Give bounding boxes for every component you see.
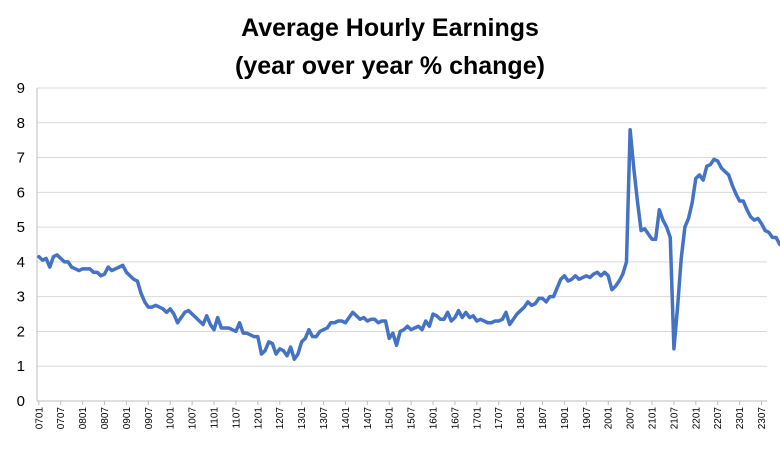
x-tick-label: 1401 <box>341 407 352 430</box>
x-tick-label: 2201 <box>691 407 702 430</box>
x-tick-label: 2101 <box>648 407 659 430</box>
x-tick-label: 1201 <box>253 407 264 430</box>
x-tick-label: 2007 <box>626 407 637 430</box>
chart-title-line-1: Average Hourly Earnings <box>241 14 539 42</box>
x-tick-label: 0707 <box>56 407 67 430</box>
x-tick-label: 1601 <box>429 407 440 430</box>
y-tick-label: 1 <box>17 358 25 375</box>
x-tick-label: 0801 <box>78 407 89 430</box>
series-line-0 <box>37 127 780 362</box>
x-tick-label: 2001 <box>604 407 615 430</box>
x-tick-label: 1207 <box>275 407 286 430</box>
x-tick-label: 1407 <box>363 407 374 430</box>
y-tick-label: 8 <box>17 115 25 132</box>
chart-title-line-2: (year over year % change) <box>235 52 545 80</box>
x-tick-label: 1807 <box>538 407 549 430</box>
x-tick-label: 1707 <box>494 407 505 430</box>
x-tick-label: 1507 <box>407 407 418 430</box>
x-tick-label: 1107 <box>231 407 242 429</box>
y-tick-label: 0 <box>17 393 25 410</box>
x-tick-label: 1307 <box>319 407 330 430</box>
x-tick-label: 1101 <box>210 407 221 429</box>
y-tick-label: 5 <box>17 219 25 236</box>
y-tick-label: 6 <box>17 184 25 201</box>
x-tick-label: 0901 <box>122 407 133 430</box>
x-tick-label: 2207 <box>713 407 724 430</box>
y-tick-label: 7 <box>17 150 25 167</box>
x-tick-label: 1801 <box>516 407 527 430</box>
x-tick-label: 0907 <box>144 407 155 430</box>
x-tick-label: 1301 <box>297 407 308 430</box>
x-tick-label: 1907 <box>582 407 593 430</box>
x-tick-label: 1501 <box>385 407 396 430</box>
x-tick-label: 2107 <box>669 407 680 430</box>
x-tick-label: 2307 <box>757 407 768 430</box>
y-tick-label: 4 <box>17 254 25 271</box>
x-tick-label: 1001 <box>166 407 177 430</box>
x-tick-label: 1007 <box>188 407 199 430</box>
y-tick-label: 9 <box>17 80 25 97</box>
x-tick-label: 1607 <box>450 407 461 430</box>
x-tick-label: 0701 <box>34 407 45 430</box>
x-tick-label: 0807 <box>100 407 111 430</box>
y-tick-label: 2 <box>17 323 25 340</box>
x-tick-label: 1901 <box>560 407 571 430</box>
x-tick-label: 2301 <box>735 407 746 430</box>
y-tick-label: 3 <box>17 289 25 306</box>
x-tick-label: 1701 <box>472 407 483 430</box>
